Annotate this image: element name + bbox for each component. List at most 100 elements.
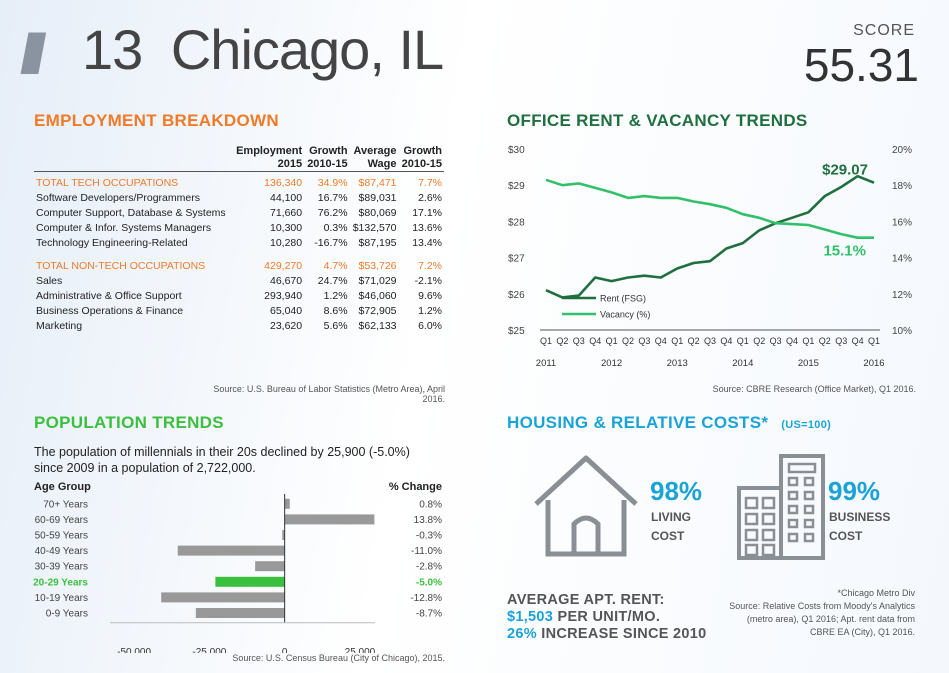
pct-change-value: -11.0% <box>411 546 442 557</box>
x-tick-quarter: Q3 <box>704 336 716 346</box>
occupation-name: TOTAL TECH OCCUPATIONS <box>36 177 179 189</box>
table-cell: 429,270 <box>264 260 303 272</box>
x-tick-quarter: Q4 <box>720 336 732 346</box>
table-row: Administrative & Office Support 293,940 1.… <box>34 289 444 304</box>
pct-change-header: % Change <box>389 481 442 493</box>
left-axis-tick: $25 <box>508 326 525 337</box>
x-tick-year: 2016 <box>863 358 884 369</box>
left-axis-tick: $30 <box>508 145 525 156</box>
us-index-note: (US=100) <box>781 419 832 431</box>
age-group-label: 50-59 Years <box>35 531 88 542</box>
x-tick-quarter: Q1 <box>868 336 880 346</box>
occupation-name: Administrative & Office Support <box>36 290 182 302</box>
table-cell: 8.6% <box>323 305 348 317</box>
average-apartment-rent: AVERAGE APT. RENT: $1,503 PER UNIT/MO. 2… <box>507 592 707 643</box>
table-cell: 46,670 <box>269 275 303 287</box>
apt-increase-suffix: INCREASE SINCE 2010 <box>536 626 707 642</box>
occupation-name: Computer & Infor. Systems Managers <box>36 222 212 234</box>
x-tick-quarter: Q2 <box>622 336 634 346</box>
right-axis-tick: 14% <box>892 254 912 265</box>
population-bar-chart: Age Group % Change 70+ Years 0.8% 60-69 Year… <box>33 481 442 653</box>
occupation-name: TOTAL NON-TECH OCCUPATIONS <box>36 260 206 272</box>
apt-increase-line: 26% INCREASE SINCE 2010 <box>507 626 707 643</box>
pct-change-value: -0.3% <box>416 531 442 542</box>
table-row: Marketing 23,620 5.6% $62,133 6.0% <box>34 319 444 334</box>
column-header: Growth 2010-15 <box>307 145 348 170</box>
left-axis-tick: $29 <box>508 181 525 192</box>
vacancy-line <box>545 178 874 239</box>
x-tick-year: 2012 <box>601 358 622 369</box>
x-tick-quarter: Q4 <box>786 336 798 346</box>
vacancy-end-label: 15.1% <box>823 243 866 260</box>
right-axis-tick: 12% <box>892 290 912 301</box>
occupation-name: Marketing <box>36 320 83 332</box>
table-cell: 65,040 <box>269 305 303 317</box>
age-group-header: Age Group <box>34 481 91 493</box>
city-name: Chicago, IL <box>170 18 444 81</box>
x-tick-label: -50,000 <box>117 647 151 653</box>
table-cell: 10,300 <box>269 222 303 234</box>
right-axis-tick: 20% <box>892 145 912 156</box>
age-group-label: 40-49 Years <box>35 546 88 557</box>
table-cell: 5.6% <box>323 320 348 332</box>
table-cell: -16.7% <box>314 237 348 249</box>
population-bar <box>284 514 375 525</box>
x-tick-quarter: Q2 <box>819 336 831 346</box>
x-tick-quarter: Q4 <box>589 336 601 346</box>
table-row: Software Developers/Programmers 44,100 16.… <box>34 191 444 206</box>
population-description: The population of millennials in their 2… <box>34 445 410 475</box>
table-cell: 17.1% <box>412 207 442 219</box>
x-tick-quarter: Q2 <box>753 336 765 346</box>
occupation-name: Computer Support, Database & Systems <box>36 207 226 219</box>
table-cell: 1.2% <box>418 305 442 317</box>
pct-change-value: -8.7% <box>416 609 442 620</box>
business-cost-label: BUSINESS COST <box>829 510 890 544</box>
x-tick-quarter: Q1 <box>737 336 749 346</box>
housing-note-1: *Chicago Metro Div <box>837 588 915 598</box>
legend-label: Rent (FSG) <box>600 294 646 304</box>
table-row: Computer & Infor. Systems Managers 10,300… <box>34 221 444 236</box>
left-axis-tick: $27 <box>508 254 525 265</box>
housing-title-text: HOUSING & RELATIVE COSTS* <box>507 413 769 432</box>
population-bar <box>255 561 285 572</box>
population-bar <box>284 498 290 509</box>
table-cell: 136,340 <box>264 177 303 189</box>
living-cost-label: LIVING COST <box>651 510 691 544</box>
table-cell: 10,280 <box>269 237 303 249</box>
living-cost-label-line1: LIVING <box>651 510 692 524</box>
population-bar <box>177 545 285 556</box>
right-axis-tick: 10% <box>892 326 912 337</box>
table-cell: 23,620 <box>269 320 303 332</box>
table-cell: 71,660 <box>269 207 303 219</box>
score-label: SCORE <box>853 22 915 39</box>
table-cell: $53,726 <box>358 260 397 272</box>
age-group-label: 30-39 Years <box>35 562 88 573</box>
housing-title: HOUSING & RELATIVE COSTS* (US=100) <box>507 413 831 433</box>
left-axis-tick: $28 <box>508 217 525 228</box>
table-cell: $87,471 <box>358 177 397 189</box>
occupation-name: Sales <box>36 275 63 287</box>
table-cell: 44,100 <box>269 192 303 204</box>
table-header-row: Employment 2015 Growth 2010-15 Average Wage Gr… <box>34 145 444 172</box>
column-header <box>34 145 232 172</box>
x-tick-quarter: Q3 <box>770 336 782 346</box>
table-cell: 6.0% <box>418 320 442 332</box>
tech-total-row: TOTAL TECH OCCUPATIONS 136,340 34.9% $87,47… <box>34 176 444 191</box>
x-tick-quarter: Q3 <box>835 336 847 346</box>
business-cost-label-line2: COST <box>829 529 863 543</box>
x-tick-quarter: Q4 <box>655 336 667 346</box>
x-tick-quarter: Q2 <box>688 336 700 346</box>
pct-change-value: 13.8% <box>414 515 442 526</box>
population-bar <box>282 530 285 540</box>
rent-line <box>545 174 875 299</box>
living-cost-label-line2: COST <box>651 529 685 543</box>
right-axis-tick: 16% <box>892 217 912 228</box>
x-tick-year: 2013 <box>667 358 688 369</box>
living-cost-percent: 98% <box>650 476 703 506</box>
left-axis-tick: $26 <box>508 290 525 301</box>
table-cell: 9.6% <box>418 290 442 302</box>
table-rule <box>34 171 444 176</box>
x-tick-quarter: Q3 <box>638 336 650 346</box>
x-tick-quarter: Q1 <box>540 336 552 346</box>
column-header: Growth 2010-15 <box>401 145 442 170</box>
